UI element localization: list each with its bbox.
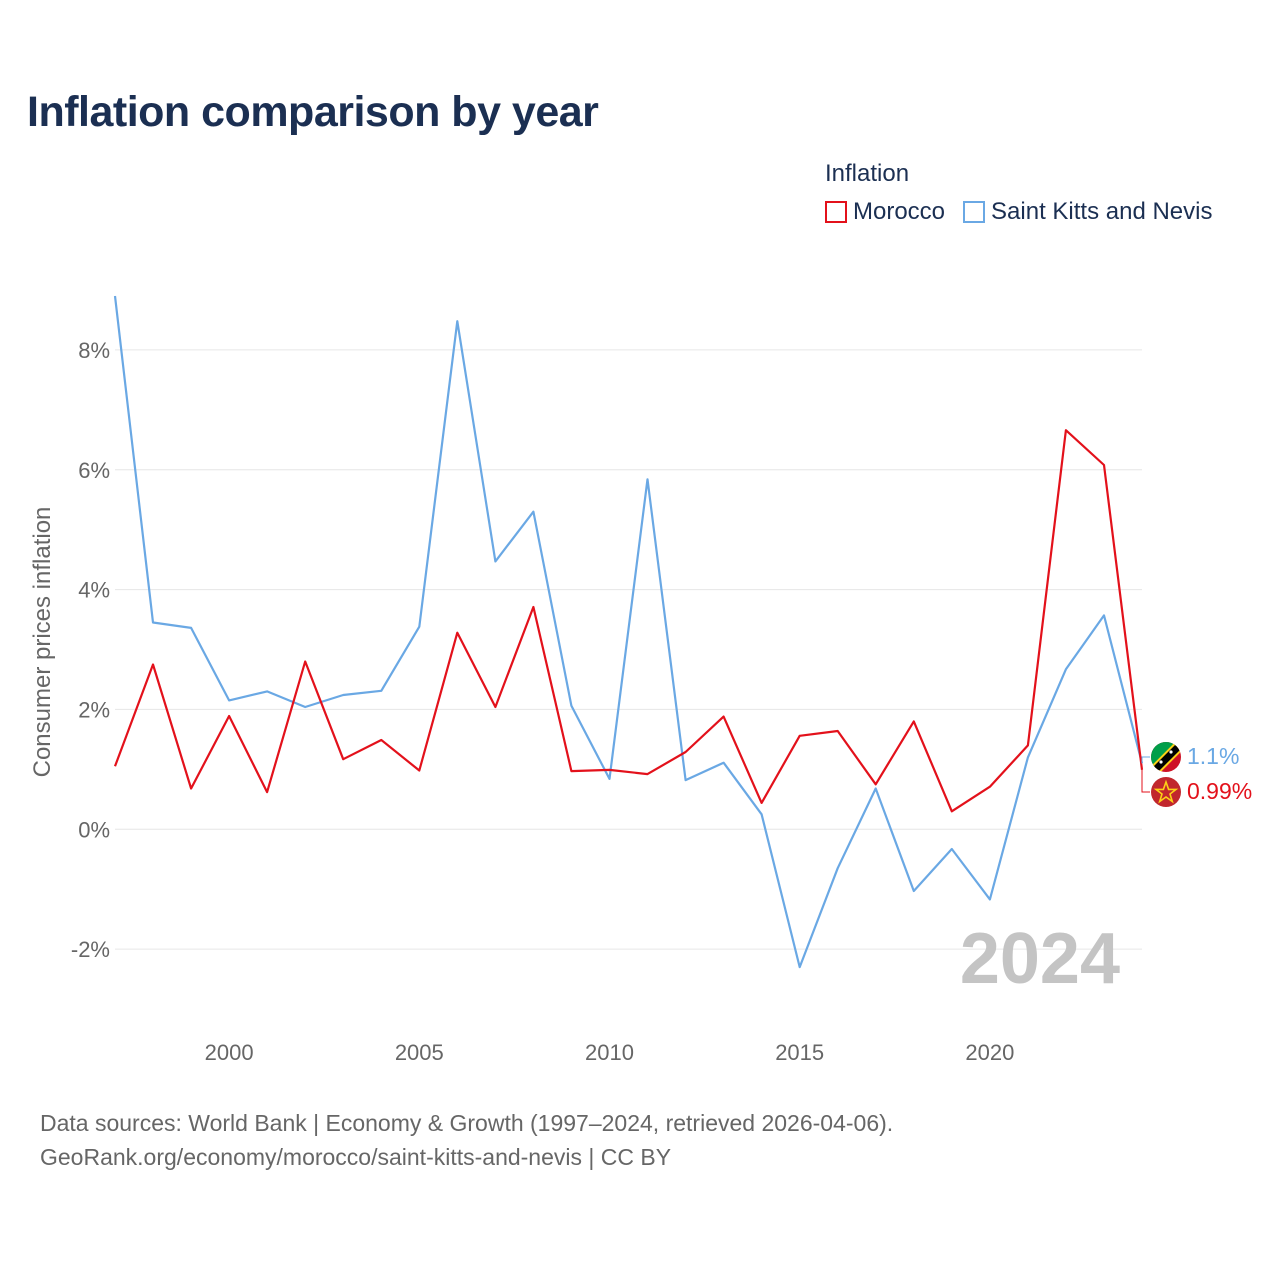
- x-axis-ticks: 2000 2005 2010 2015 2020: [205, 1040, 1015, 1065]
- legend-label-saint-kitts-and-nevis: Saint Kitts and Nevis: [991, 198, 1213, 225]
- legend-item-morocco[interactable]: Morocco: [825, 198, 945, 226]
- flag-saint-kitts-and-nevis-icon: [1151, 742, 1181, 772]
- end-markers: [1141, 742, 1181, 807]
- legend-title: Inflation: [825, 160, 910, 187]
- footer: Data sources: World Bank | Economy & Gro…: [40, 1106, 893, 1174]
- legend-swatch-morocco: [825, 201, 847, 223]
- footer-sources: Data sources: World Bank | Economy & Gro…: [40, 1110, 894, 1136]
- flag-morocco-icon: [1151, 777, 1181, 807]
- x-tick-label: 2015: [775, 1040, 824, 1065]
- y-tick-label: 2%: [78, 697, 110, 722]
- chart-title: Inflation comparison by year: [27, 88, 599, 136]
- y-tick-label: 6%: [78, 458, 110, 483]
- end-connector-saint-kitts-and-nevis: [1141, 756, 1150, 764]
- end-label-saint-kitts-and-nevis: 1.1%: [1187, 743, 1239, 769]
- x-tick-label: 2000: [205, 1040, 254, 1065]
- x-tick-label: 2005: [395, 1040, 444, 1065]
- end-connector-morocco: [1141, 769, 1150, 793]
- end-labels: 1.1% 0.99%: [1187, 743, 1252, 804]
- y-axis-ticks: -2% 0% 2% 4% 6% 8%: [71, 338, 110, 962]
- series-lines: [113, 295, 1144, 969]
- y-tick-label: 0%: [78, 817, 110, 842]
- x-tick-label: 2020: [965, 1040, 1014, 1065]
- legend-swatch-saint-kitts-and-nevis: [963, 201, 986, 223]
- series-line-saint-kitts-and-nevis: [113, 295, 1144, 969]
- y-tick-label: -2%: [71, 937, 110, 962]
- end-label-morocco: 0.99%: [1187, 778, 1252, 804]
- legend-label-morocco: Morocco: [853, 198, 946, 225]
- year-watermark: 2024: [960, 919, 1120, 999]
- legend: Inflation Morocco Saint Kitts and Nevis: [825, 160, 1212, 226]
- y-tick-label: 8%: [78, 338, 110, 363]
- grid-lines: [115, 349, 1142, 950]
- y-axis-label: Consumer prices inflation: [29, 507, 56, 778]
- series-line-morocco: [113, 429, 1144, 813]
- x-tick-label: 2010: [585, 1040, 634, 1065]
- legend-item-saint-kitts-and-nevis[interactable]: Saint Kitts and Nevis: [963, 198, 1212, 226]
- y-tick-label: 4%: [78, 578, 110, 603]
- footer-attribution: GeoRank.org/economy/morocco/saint-kitts-…: [40, 1144, 672, 1170]
